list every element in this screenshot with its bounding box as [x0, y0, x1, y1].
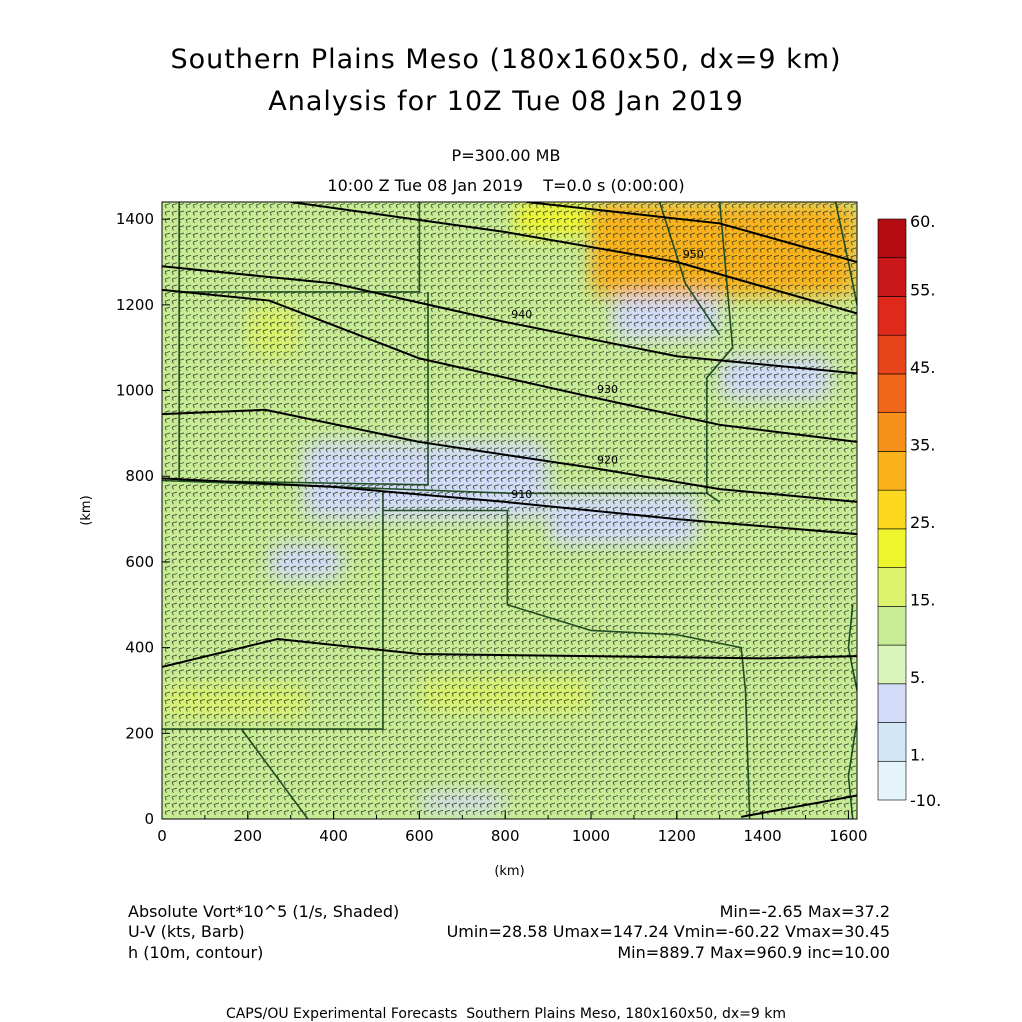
- footer-var2-label: U-V (kts, Barb): [128, 922, 245, 941]
- footer-var1-stats: Min=-2.65 Max=37.2: [719, 902, 890, 921]
- chart-subtitle: Analysis for 10Z Tue 08 Jan 2019: [268, 86, 744, 117]
- pressure-level: P=300.00 MB: [451, 146, 561, 165]
- wind-barb-field: [164, 203, 857, 816]
- colorbar-label: 15.: [910, 590, 935, 609]
- state-border-line: [834, 202, 857, 305]
- footer-var3-stats: Min=889.7 Max=960.9 inc=10.00: [617, 943, 890, 962]
- colorbar-swatch: [877, 218, 907, 259]
- colorbar-swatch: [877, 489, 907, 530]
- vorticity-region: [419, 793, 506, 811]
- y-tick-label: 1000: [116, 382, 154, 400]
- state-border-line: [382, 509, 751, 819]
- x-tick-label: 1000: [572, 827, 610, 845]
- colorbar-label: -10.: [910, 791, 941, 810]
- colorbar-swatch: [877, 296, 907, 336]
- colorbar-swatch: [877, 334, 907, 375]
- colorbar-swatch: [877, 373, 907, 413]
- colorbar-label: 45.: [910, 358, 935, 377]
- plot-frame: [161, 201, 858, 820]
- footer-var2-stats: Umin=28.58 Umax=147.24 Vmin=-60.22 Vmax=…: [446, 922, 890, 941]
- wind-barbs: [164, 203, 857, 816]
- chart-title: Southern Plains Meso (180x160x50, dx=9 k…: [170, 44, 842, 75]
- x-tick-label: 1200: [658, 827, 696, 845]
- x-tick-label: 400: [319, 827, 348, 845]
- colorbar-label: 60.: [910, 212, 935, 231]
- x-tick-label: 1600: [829, 827, 867, 845]
- footer-var1-label: Absolute Vort*10^5 (1/s, Shaded): [128, 902, 400, 921]
- x-tick-label: 600: [405, 827, 434, 845]
- height-contour: [162, 265, 857, 375]
- height-contour: [162, 288, 857, 443]
- height-contour: [526, 202, 857, 263]
- colorbar-swatch: [877, 567, 907, 607]
- state-border-line: [178, 202, 421, 293]
- colorbar-swatch: [877, 257, 907, 297]
- height-contour: [162, 638, 857, 668]
- y-tick-label: 1400: [116, 210, 154, 228]
- y-tick-label: 200: [125, 724, 154, 742]
- y-axis-label: (km): [79, 495, 94, 525]
- contour-label: 910: [511, 488, 532, 501]
- y-tick-label: 800: [125, 467, 154, 485]
- x-axis-label: (km): [494, 864, 524, 879]
- height-contour: [162, 477, 857, 536]
- y-tick-label: 400: [125, 639, 154, 657]
- height-contours: [162, 202, 857, 818]
- credit-line: CAPS/OU Experimental Forecasts Southern …: [225, 1006, 787, 1022]
- colorbar-swatch: [877, 722, 907, 762]
- height-contour: [162, 408, 857, 503]
- contour-label: 920: [597, 454, 618, 467]
- valid-time: 10:00 Z Tue 08 Jan 2019 T=0.0 s (0:00:00…: [327, 176, 685, 195]
- colorbar-label: 25.: [910, 513, 935, 532]
- x-tick-label: 1400: [744, 827, 782, 845]
- colorbar-swatch: [877, 606, 907, 646]
- colorbar-label: 1.: [910, 745, 925, 764]
- height-contour: [740, 794, 857, 818]
- colorbar-swatch: [877, 528, 907, 568]
- colorbar-swatch: [877, 760, 907, 801]
- contour-label: 940: [511, 308, 532, 321]
- y-tick-label: 1200: [116, 296, 154, 314]
- x-tick-label: 200: [233, 827, 262, 845]
- state-border-line: [658, 202, 721, 336]
- colorbar-swatch: [877, 451, 907, 491]
- colorbar-swatch: [877, 644, 907, 685]
- x-tick-label: 800: [491, 827, 520, 845]
- colorbar-swatch: [877, 683, 907, 723]
- y-tick-label: 0: [144, 810, 154, 828]
- colorbar-label: 55.: [910, 280, 935, 299]
- contour-label: 930: [597, 383, 618, 396]
- vorticity-region: [612, 296, 720, 340]
- colorbar-swatch: [877, 412, 907, 452]
- vorticity-region: [247, 304, 300, 357]
- footer-var3-label: h (10m, contour): [128, 943, 264, 962]
- height-contour: [290, 202, 857, 315]
- x-tick-label: 0: [157, 827, 167, 845]
- contour-label: 950: [683, 248, 704, 261]
- colorbar-label: 35.: [910, 435, 935, 454]
- colorbar-label: 5.: [910, 668, 925, 687]
- vorticity-region: [419, 677, 592, 712]
- y-tick-label: 600: [125, 553, 154, 571]
